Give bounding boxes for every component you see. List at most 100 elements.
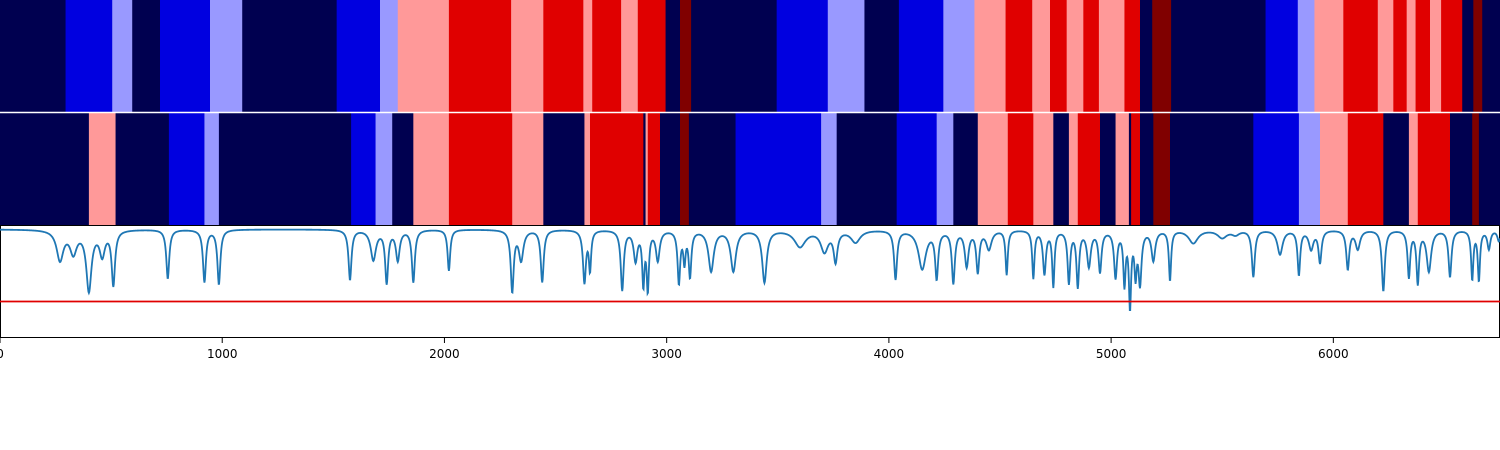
top-band-segment-0	[0, 0, 67, 112]
top-band-segment-33	[1140, 0, 1153, 112]
bottom-band-segment-22	[821, 113, 838, 225]
bottom-band-segment-8	[392, 113, 414, 225]
bottom-band-segment-40	[1253, 113, 1300, 225]
bottom-band-segment-15	[643, 113, 647, 225]
bottom-band-segment-17	[647, 113, 661, 225]
x-tick-label-2000: 2000	[429, 347, 460, 361]
bottom-band-segment-3	[168, 113, 206, 225]
top-band-segment-16	[637, 0, 667, 112]
bottom-band-segment-45	[1408, 113, 1419, 225]
top-band-segment-6	[242, 0, 338, 112]
x-tick-label-6000: 6000	[1318, 347, 1349, 361]
bottom-band-segment-11	[512, 113, 544, 225]
bottom-band-segment-30	[1053, 113, 1070, 225]
bottom-band-segment-18	[660, 113, 681, 225]
bottom-band-segment-21	[735, 113, 822, 225]
bottom-band-segment-37	[1140, 113, 1154, 225]
bottom-band-segment-35	[1128, 113, 1132, 225]
top-band-segment-3	[132, 0, 161, 112]
top-band-segment-13	[583, 0, 593, 112]
bottom-band-segment-32	[1077, 113, 1101, 225]
top-band-segment-24	[943, 0, 976, 112]
top-band-segment-2	[112, 0, 133, 112]
top-band-segment-46	[1462, 0, 1474, 112]
top-band-segment-31	[1098, 0, 1126, 112]
top-band-segment-1	[65, 0, 113, 112]
bottom-band-segment-42	[1320, 113, 1349, 225]
top-state-band	[0, 0, 1500, 112]
signal-trace-line	[0, 228, 1500, 311]
top-band-segment-34	[1152, 0, 1172, 112]
top-band-segment-42	[1406, 0, 1417, 112]
signal-panel-frame	[0, 225, 1500, 338]
top-band-segment-5	[210, 0, 243, 112]
bottom-band-segment-14	[590, 113, 644, 225]
bottom-band-segment-19	[680, 113, 690, 225]
top-band-segment-7	[336, 0, 381, 112]
bottom-band-segment-6	[351, 113, 377, 225]
bottom-band-segment-36	[1131, 113, 1141, 225]
bottom-band-segment-1	[88, 113, 117, 225]
bottom-band-segment-24	[896, 113, 938, 225]
top-band-segment-32	[1124, 0, 1141, 112]
top-band-segment-47	[1473, 0, 1483, 112]
top-band-segment-26	[1005, 0, 1033, 112]
bottom-band-segment-39	[1170, 113, 1254, 225]
bottom-band-segment-25	[936, 113, 954, 225]
bottom-band-segment-29	[1033, 113, 1054, 225]
bottom-band-segment-23	[836, 113, 898, 225]
x-tick-label-1000: 1000	[207, 347, 238, 361]
bottom-band-segment-16	[645, 113, 649, 225]
bottom-band-segment-27	[977, 113, 1009, 225]
bottom-band-segment-9	[413, 113, 450, 225]
bottom-band-segment-13	[584, 113, 591, 225]
bottom-band-segment-0	[0, 113, 90, 225]
bottom-band-segment-26	[953, 113, 979, 225]
top-band-segment-43	[1415, 0, 1431, 112]
bottom-band-segment-43	[1347, 113, 1384, 225]
bottom-band-segment-34	[1115, 113, 1130, 225]
bottom-band-segment-31	[1068, 113, 1079, 225]
bottom-state-band	[0, 113, 1500, 225]
bottom-band-segment-12	[543, 113, 586, 225]
bottom-band-segment-5	[218, 113, 352, 225]
x-tick-label-5000: 5000	[1096, 347, 1127, 361]
top-band-segment-25	[974, 0, 1007, 112]
top-band-segment-21	[827, 0, 866, 112]
top-band-segment-10	[448, 0, 512, 112]
bottom-band-segment-28	[1007, 113, 1034, 225]
top-band-segment-40	[1377, 0, 1394, 112]
top-band-segment-22	[864, 0, 900, 112]
top-band-segment-19	[691, 0, 778, 112]
x-axis: 0 1000 2000 3000 4000 5000 6000	[0, 338, 1349, 361]
bottom-band-segment-44	[1383, 113, 1410, 225]
top-band-segment-45	[1441, 0, 1463, 112]
top-band-segment-20	[776, 0, 829, 112]
bottom-band-segment-46	[1417, 113, 1451, 225]
top-band-segment-37	[1297, 0, 1316, 112]
top-band-segment-27	[1032, 0, 1051, 112]
top-band-segment-12	[543, 0, 584, 112]
top-band-segment-29	[1066, 0, 1084, 112]
bottom-band-segment-10	[448, 113, 513, 225]
top-band-segment-35	[1171, 0, 1267, 112]
top-band-segment-9	[397, 0, 450, 112]
bottom-band-segment-2	[115, 113, 170, 225]
x-tick-label-4000: 4000	[874, 347, 905, 361]
bottom-band-segment-4	[204, 113, 220, 225]
top-band-segment-38	[1314, 0, 1344, 112]
signal-trace-panel	[0, 225, 1500, 338]
top-band-segment-4	[160, 0, 211, 112]
top-band-segment-28	[1050, 0, 1068, 112]
top-band-segment-48	[1482, 0, 1500, 112]
x-tick-label-0: 0	[0, 347, 4, 361]
x-tick-label-3000: 3000	[651, 347, 682, 361]
top-band-segment-14	[592, 0, 622, 112]
bottom-band-segment-38	[1153, 113, 1171, 225]
top-band-segment-15	[621, 0, 639, 112]
top-band-segment-11	[511, 0, 544, 112]
top-band-segment-18	[680, 0, 692, 112]
bottom-band-segment-41	[1298, 113, 1321, 225]
bottom-band-segment-47	[1450, 113, 1473, 225]
top-band-segment-8	[380, 0, 399, 112]
